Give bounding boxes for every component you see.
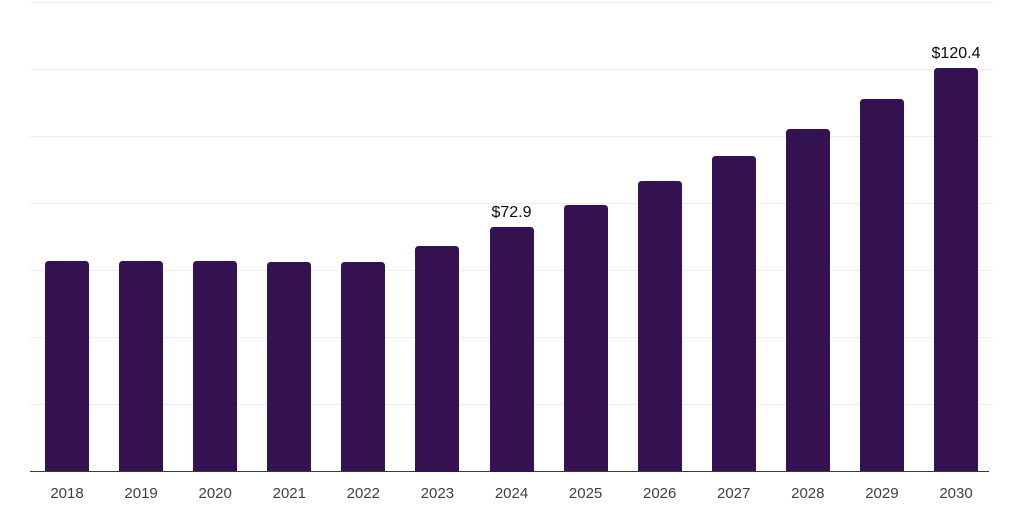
bar xyxy=(859,98,904,472)
bar xyxy=(341,261,386,472)
bar xyxy=(637,181,682,472)
x-tick-label: 2026 xyxy=(643,484,677,502)
bar xyxy=(193,261,238,472)
gridline xyxy=(30,1,993,3)
x-tick-label: 2021 xyxy=(272,484,306,502)
bar xyxy=(45,260,89,472)
bar xyxy=(563,205,608,472)
x-tick-label: 2027 xyxy=(717,484,751,502)
x-tick-label: 2022 xyxy=(346,484,380,502)
bar xyxy=(489,227,534,472)
x-tick-label: 2023 xyxy=(420,484,455,502)
gridline xyxy=(30,135,993,137)
bar-value-label: $72.9 xyxy=(491,204,532,221)
bar xyxy=(267,262,312,472)
x-tick-label: 2030 xyxy=(939,484,973,502)
x-tick-label: 2028 xyxy=(791,484,825,502)
bar xyxy=(785,128,830,472)
bar xyxy=(934,67,978,472)
bar xyxy=(711,156,756,472)
gridline xyxy=(30,202,993,204)
bar xyxy=(415,245,460,472)
x-tick-label: 2029 xyxy=(865,484,899,502)
x-tick-label: 2020 xyxy=(198,484,232,502)
x-tick-label: 2025 xyxy=(568,484,603,502)
bar xyxy=(119,260,164,472)
bar-value-label: $120.4 xyxy=(931,44,981,62)
x-tick-label: 2024 xyxy=(494,484,529,502)
x-tick-label: 2018 xyxy=(50,484,84,502)
x-tick-label: 2019 xyxy=(124,484,158,502)
gridline xyxy=(30,68,993,70)
